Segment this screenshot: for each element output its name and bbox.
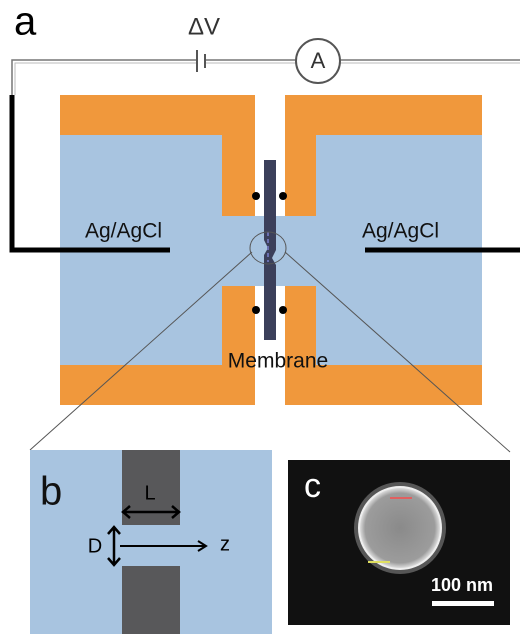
length-label: L xyxy=(144,482,155,504)
panel-c: c 100 nm xyxy=(288,460,510,625)
scale-bar-label: 100 nm xyxy=(431,575,493,595)
o-ring xyxy=(279,192,287,200)
membrane-section xyxy=(122,566,180,634)
panel-label: b xyxy=(40,470,62,514)
wire xyxy=(12,60,520,95)
panel-label: c xyxy=(304,467,321,505)
panel-a: a ΔV A Ag/AgCl Ag/AgCl Membrane xyxy=(12,0,520,452)
membrane-label: Membrane xyxy=(228,350,328,373)
scale-bar xyxy=(432,601,494,606)
ammeter-label: A xyxy=(311,48,326,73)
o-ring xyxy=(279,306,287,314)
pore xyxy=(359,487,441,569)
electrode-label: Ag/AgCl xyxy=(362,220,439,243)
figure: a ΔV A Ag/AgCl Ag/AgCl Membrane xyxy=(0,0,520,634)
o-ring xyxy=(252,306,260,314)
o-ring xyxy=(252,192,260,200)
diameter-label: D xyxy=(88,535,102,557)
panel-b: b L D z xyxy=(30,450,272,634)
axis-label: z xyxy=(220,533,230,555)
electrode-label: Ag/AgCl xyxy=(85,220,162,243)
wire xyxy=(15,63,520,95)
left-channel xyxy=(220,216,264,286)
voltage-label: ΔV xyxy=(188,13,220,40)
panel-label: a xyxy=(14,0,37,44)
